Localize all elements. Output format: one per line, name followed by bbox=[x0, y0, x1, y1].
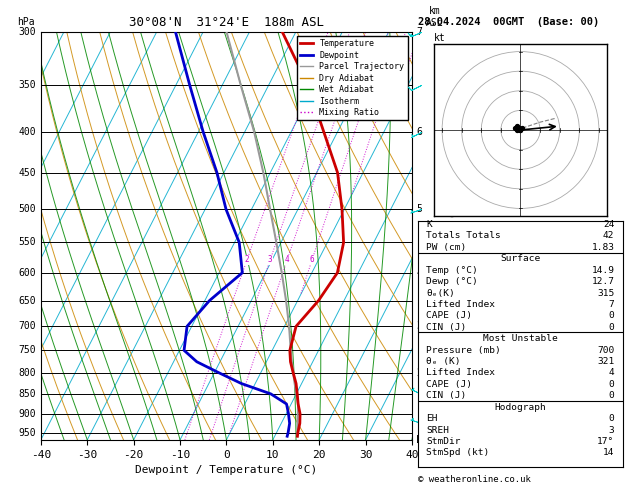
Text: K: K bbox=[426, 220, 432, 229]
Point bbox=[516, 126, 526, 134]
Text: 750: 750 bbox=[19, 346, 36, 355]
Text: 42: 42 bbox=[603, 231, 615, 241]
Text: CAPE (J): CAPE (J) bbox=[426, 380, 472, 389]
Text: 17°: 17° bbox=[598, 437, 615, 446]
Text: Surface: Surface bbox=[501, 254, 540, 263]
Text: 850: 850 bbox=[19, 389, 36, 399]
Text: 3: 3 bbox=[609, 426, 615, 434]
Text: 1.83: 1.83 bbox=[591, 243, 615, 252]
Text: Most Unstable: Most Unstable bbox=[483, 334, 558, 343]
Text: 3: 3 bbox=[268, 255, 272, 264]
Text: 7: 7 bbox=[609, 300, 615, 309]
Text: Dewp (°C): Dewp (°C) bbox=[426, 277, 478, 286]
Text: 350: 350 bbox=[19, 80, 36, 90]
Text: 0: 0 bbox=[609, 323, 615, 332]
Text: 315: 315 bbox=[598, 289, 615, 297]
Text: 0: 0 bbox=[609, 414, 615, 423]
Text: 0: 0 bbox=[609, 391, 615, 400]
Text: 650: 650 bbox=[19, 295, 36, 306]
Text: 900: 900 bbox=[19, 409, 36, 419]
Text: StmSpd (kt): StmSpd (kt) bbox=[426, 449, 490, 457]
Text: 800: 800 bbox=[19, 368, 36, 378]
Text: θₑ(K): θₑ(K) bbox=[426, 289, 455, 297]
Text: 550: 550 bbox=[19, 238, 36, 247]
Text: 28.04.2024  00GMT  (Base: 00): 28.04.2024 00GMT (Base: 00) bbox=[418, 17, 599, 27]
Text: 6: 6 bbox=[309, 255, 314, 264]
Text: Mixing Ratio (g/kg): Mixing Ratio (g/kg) bbox=[449, 188, 458, 283]
Text: 2: 2 bbox=[245, 255, 249, 264]
Text: SREH: SREH bbox=[426, 426, 450, 434]
Text: 24: 24 bbox=[603, 220, 615, 229]
Text: CAPE (J): CAPE (J) bbox=[426, 312, 472, 320]
Point bbox=[518, 124, 528, 132]
Point bbox=[511, 122, 521, 130]
Text: 700: 700 bbox=[598, 346, 615, 355]
Text: 600: 600 bbox=[19, 268, 36, 278]
Text: 2: 2 bbox=[416, 368, 422, 378]
Legend: Temperature, Dewpoint, Parcel Trajectory, Dry Adiabat, Wet Adiabat, Isotherm, Mi: Temperature, Dewpoint, Parcel Trajectory… bbox=[297, 36, 408, 121]
Point bbox=[509, 124, 520, 132]
Text: 0: 0 bbox=[609, 312, 615, 320]
Text: 7: 7 bbox=[416, 27, 422, 36]
Text: hPa: hPa bbox=[17, 17, 35, 27]
Text: Pressure (mb): Pressure (mb) bbox=[426, 346, 501, 355]
Text: LCL: LCL bbox=[416, 435, 434, 445]
Text: Hodograph: Hodograph bbox=[494, 403, 547, 412]
Text: 1: 1 bbox=[416, 409, 422, 419]
Text: CIN (J): CIN (J) bbox=[426, 391, 467, 400]
Text: kt: kt bbox=[434, 33, 446, 43]
Text: PW (cm): PW (cm) bbox=[426, 243, 467, 252]
Point bbox=[513, 124, 523, 132]
Text: 4: 4 bbox=[285, 255, 289, 264]
Text: 14: 14 bbox=[603, 449, 615, 457]
Text: 14.9: 14.9 bbox=[591, 266, 615, 275]
Text: EH: EH bbox=[426, 414, 438, 423]
Text: Lifted Index: Lifted Index bbox=[426, 300, 496, 309]
Text: 4: 4 bbox=[416, 268, 422, 278]
Text: 450: 450 bbox=[19, 168, 36, 178]
Point bbox=[511, 126, 521, 134]
Text: 950: 950 bbox=[19, 428, 36, 437]
Text: 321: 321 bbox=[598, 357, 615, 366]
Text: Lifted Index: Lifted Index bbox=[426, 368, 496, 378]
Text: 4: 4 bbox=[609, 368, 615, 378]
Text: 300: 300 bbox=[19, 27, 36, 36]
Text: Temp (°C): Temp (°C) bbox=[426, 266, 478, 275]
Text: Totals Totals: Totals Totals bbox=[426, 231, 501, 241]
Text: 6: 6 bbox=[416, 127, 422, 137]
Title: 30°08'N  31°24'E  188m ASL: 30°08'N 31°24'E 188m ASL bbox=[129, 16, 324, 29]
Text: 500: 500 bbox=[19, 204, 36, 214]
Text: CIN (J): CIN (J) bbox=[426, 323, 467, 332]
X-axis label: Dewpoint / Temperature (°C): Dewpoint / Temperature (°C) bbox=[135, 465, 318, 475]
Text: km
ASL: km ASL bbox=[425, 6, 443, 28]
Text: 5: 5 bbox=[416, 204, 422, 214]
Text: StmDir: StmDir bbox=[426, 437, 461, 446]
Text: 12.7: 12.7 bbox=[591, 277, 615, 286]
Text: 400: 400 bbox=[19, 127, 36, 137]
Text: © weatheronline.co.uk: © weatheronline.co.uk bbox=[418, 474, 531, 484]
Text: 0: 0 bbox=[609, 380, 615, 389]
Point bbox=[516, 126, 526, 134]
Text: θₑ (K): θₑ (K) bbox=[426, 357, 461, 366]
Text: 3: 3 bbox=[416, 321, 422, 331]
Text: 700: 700 bbox=[19, 321, 36, 331]
